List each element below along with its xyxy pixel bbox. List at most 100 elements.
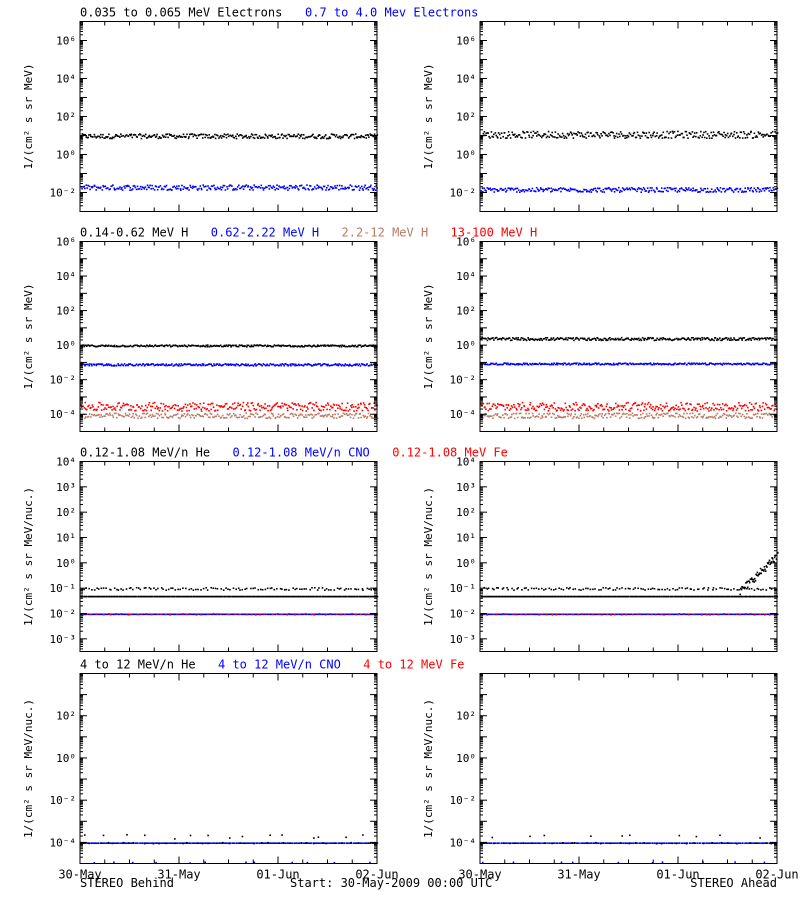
data-point xyxy=(106,595,108,598)
data-point xyxy=(277,344,280,346)
data-point xyxy=(606,416,608,419)
data-point xyxy=(227,414,230,416)
data-point xyxy=(260,595,263,598)
data-point xyxy=(756,415,758,418)
data-point xyxy=(372,363,375,365)
data-point xyxy=(759,132,761,135)
data-point xyxy=(143,587,146,589)
data-point xyxy=(517,364,519,366)
data-point xyxy=(97,186,100,189)
data-point xyxy=(550,187,552,190)
data-point xyxy=(771,339,773,341)
data-point xyxy=(602,339,604,341)
data-point xyxy=(145,413,148,415)
data-point xyxy=(289,413,292,415)
data-point xyxy=(317,185,320,188)
data-point xyxy=(338,588,341,590)
data-point xyxy=(259,416,262,418)
data-point xyxy=(580,407,582,409)
data-point xyxy=(771,189,773,192)
data-point xyxy=(683,189,686,191)
data-point xyxy=(691,412,694,415)
data-point xyxy=(689,412,691,415)
data-point xyxy=(150,595,152,598)
data-point xyxy=(615,338,618,341)
data-point xyxy=(232,344,235,347)
data-point xyxy=(333,404,336,406)
data-point xyxy=(370,588,372,591)
data-point xyxy=(231,595,233,598)
data-point xyxy=(543,337,546,340)
data-point xyxy=(507,338,509,340)
data-point xyxy=(485,338,487,340)
data-point xyxy=(688,417,690,419)
data-point xyxy=(130,133,133,136)
data-point xyxy=(98,413,100,416)
data-point xyxy=(88,613,90,616)
data-point xyxy=(311,595,313,598)
data-point xyxy=(172,135,175,137)
data-point xyxy=(214,595,216,598)
data-point xyxy=(151,405,154,408)
data-point xyxy=(268,188,271,190)
data-point xyxy=(251,364,254,367)
data-point xyxy=(599,413,601,415)
data-point xyxy=(546,406,549,408)
data-point xyxy=(128,587,131,590)
data-point xyxy=(729,339,731,341)
data-point xyxy=(503,132,506,134)
data-point xyxy=(173,364,175,367)
data-point xyxy=(706,133,709,135)
data-point xyxy=(545,339,548,341)
data-point xyxy=(345,413,348,415)
y-tick-label: 10⁴ xyxy=(56,270,76,283)
data-point xyxy=(524,363,526,366)
data-point xyxy=(136,185,139,188)
data-point xyxy=(757,337,760,339)
data-point xyxy=(249,186,252,188)
data-point xyxy=(704,130,707,133)
data-point xyxy=(350,135,352,137)
data-point xyxy=(585,413,587,416)
data-point xyxy=(206,589,209,591)
data-point xyxy=(265,345,268,348)
data-point xyxy=(494,363,496,365)
data-point xyxy=(527,409,530,411)
data-point xyxy=(363,186,366,188)
data-point xyxy=(176,413,179,415)
data-point xyxy=(515,412,518,415)
data-point xyxy=(497,132,500,134)
data-point xyxy=(320,405,323,407)
data-point xyxy=(264,413,266,416)
data-point xyxy=(88,134,90,136)
data-point xyxy=(276,184,278,186)
data-point xyxy=(761,405,764,408)
data-point xyxy=(207,136,209,139)
data-point xyxy=(241,595,244,598)
data-point xyxy=(202,344,204,347)
data-point xyxy=(121,189,124,191)
data-point xyxy=(543,133,545,135)
data-point xyxy=(760,190,763,192)
data-point xyxy=(114,407,116,409)
data-point xyxy=(271,587,273,589)
data-point xyxy=(505,362,507,365)
data-point xyxy=(662,405,664,408)
data-point xyxy=(210,363,212,365)
data-point xyxy=(347,588,350,590)
data-point xyxy=(231,363,234,366)
data-point xyxy=(646,136,648,139)
data-point xyxy=(220,588,222,590)
data-point xyxy=(225,136,228,139)
data-point xyxy=(364,344,367,346)
data-point xyxy=(639,135,641,137)
data-point xyxy=(84,613,86,616)
data-point xyxy=(105,587,107,589)
data-point xyxy=(662,337,665,339)
data-point xyxy=(200,188,203,191)
data-point xyxy=(512,337,514,339)
data-point xyxy=(268,134,270,137)
data-point xyxy=(494,132,497,134)
data-point xyxy=(583,362,585,364)
data-point xyxy=(523,362,525,364)
